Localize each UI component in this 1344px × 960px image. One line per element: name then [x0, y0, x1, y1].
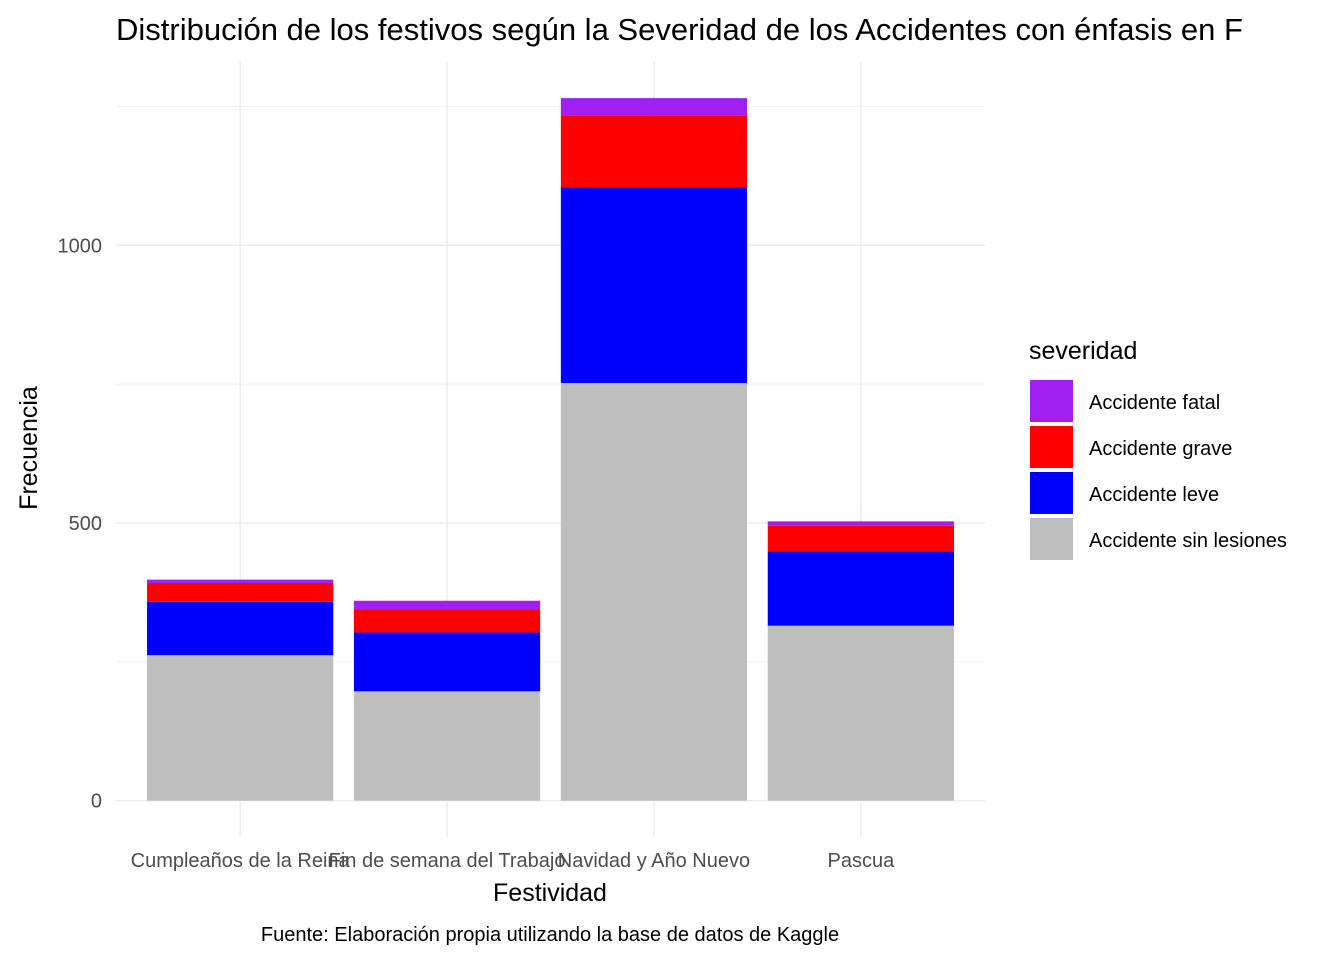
- bar-segment: [560, 115, 748, 188]
- bar-segment: [353, 600, 541, 610]
- chart-caption: Fuente: Elaboración propia utilizando la…: [261, 924, 839, 946]
- legend-label: Accidente fatal: [1089, 392, 1220, 414]
- legend-label: Accidente grave: [1089, 438, 1232, 460]
- bar-segment: [147, 601, 334, 656]
- y-axis-ticks: 0 500 1000: [58, 235, 103, 812]
- legend-key: [1030, 380, 1073, 422]
- x-tick-label: Pascua: [827, 850, 895, 872]
- bar-segment: [353, 609, 541, 633]
- x-axis-title: Festividad: [493, 879, 607, 907]
- bars: [147, 98, 954, 801]
- legend-label: Accidente sin lesiones: [1089, 530, 1287, 552]
- x-tick-label: Fin de semana del Trabajo: [329, 850, 566, 872]
- legend-key: [1030, 426, 1073, 468]
- bar-segment: [560, 187, 748, 384]
- x-tick-label: Navidad y Año Nuevo: [558, 850, 750, 872]
- legend-key: [1030, 472, 1073, 514]
- bar-segment: [147, 582, 334, 602]
- bar-segment: [767, 551, 954, 626]
- bar-segment: [560, 383, 748, 801]
- bar-segment: [767, 521, 954, 526]
- legend-title: severidad: [1029, 337, 1137, 365]
- y-tick-label: 500: [69, 513, 102, 535]
- bar-segment: [767, 625, 954, 801]
- bar-segment: [147, 579, 334, 583]
- y-axis-title: Frecuencia: [15, 386, 43, 510]
- legend: severidad Accidente fatal Accidente grave…: [1029, 337, 1287, 560]
- bar-segment: [147, 655, 334, 801]
- y-tick-label: 1000: [58, 235, 103, 257]
- legend-label: Accidente leve: [1089, 484, 1219, 506]
- y-tick-label: 0: [91, 791, 102, 813]
- bar-segment: [353, 691, 541, 801]
- bar-segment: [767, 525, 954, 552]
- x-tick-label: Cumpleaños de la Reina: [131, 850, 351, 872]
- bar-segment: [353, 632, 541, 692]
- bar-segment: [560, 98, 748, 116]
- legend-key: [1030, 518, 1073, 560]
- chart-title: Distribución de los festivos según la Se…: [116, 12, 1243, 47]
